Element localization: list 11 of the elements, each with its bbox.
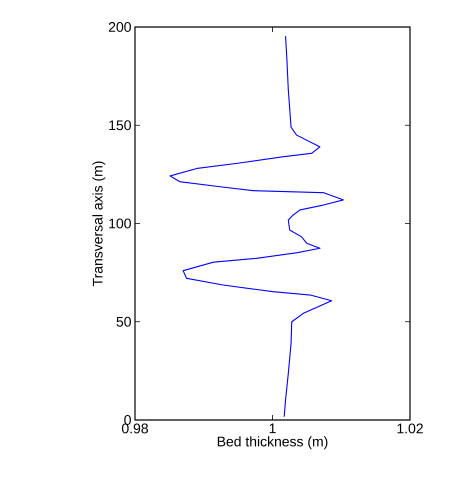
x-tick-label: 1.02 xyxy=(397,424,423,434)
y-tick-label: 100 xyxy=(109,218,131,228)
y-tick-label: 150 xyxy=(109,120,131,130)
x-tick-label: 1 xyxy=(270,424,276,434)
x-tick-label: 0.98 xyxy=(122,424,148,434)
y-tick-label: 0 xyxy=(124,415,131,425)
line-series xyxy=(170,35,344,418)
x-axis-title: Bed thickness (m) xyxy=(218,436,328,450)
y-tick-label: 50 xyxy=(116,316,131,327)
y-axis-title: Transversal axis (m) xyxy=(92,161,106,286)
y-tick-label: 200 xyxy=(108,22,131,32)
